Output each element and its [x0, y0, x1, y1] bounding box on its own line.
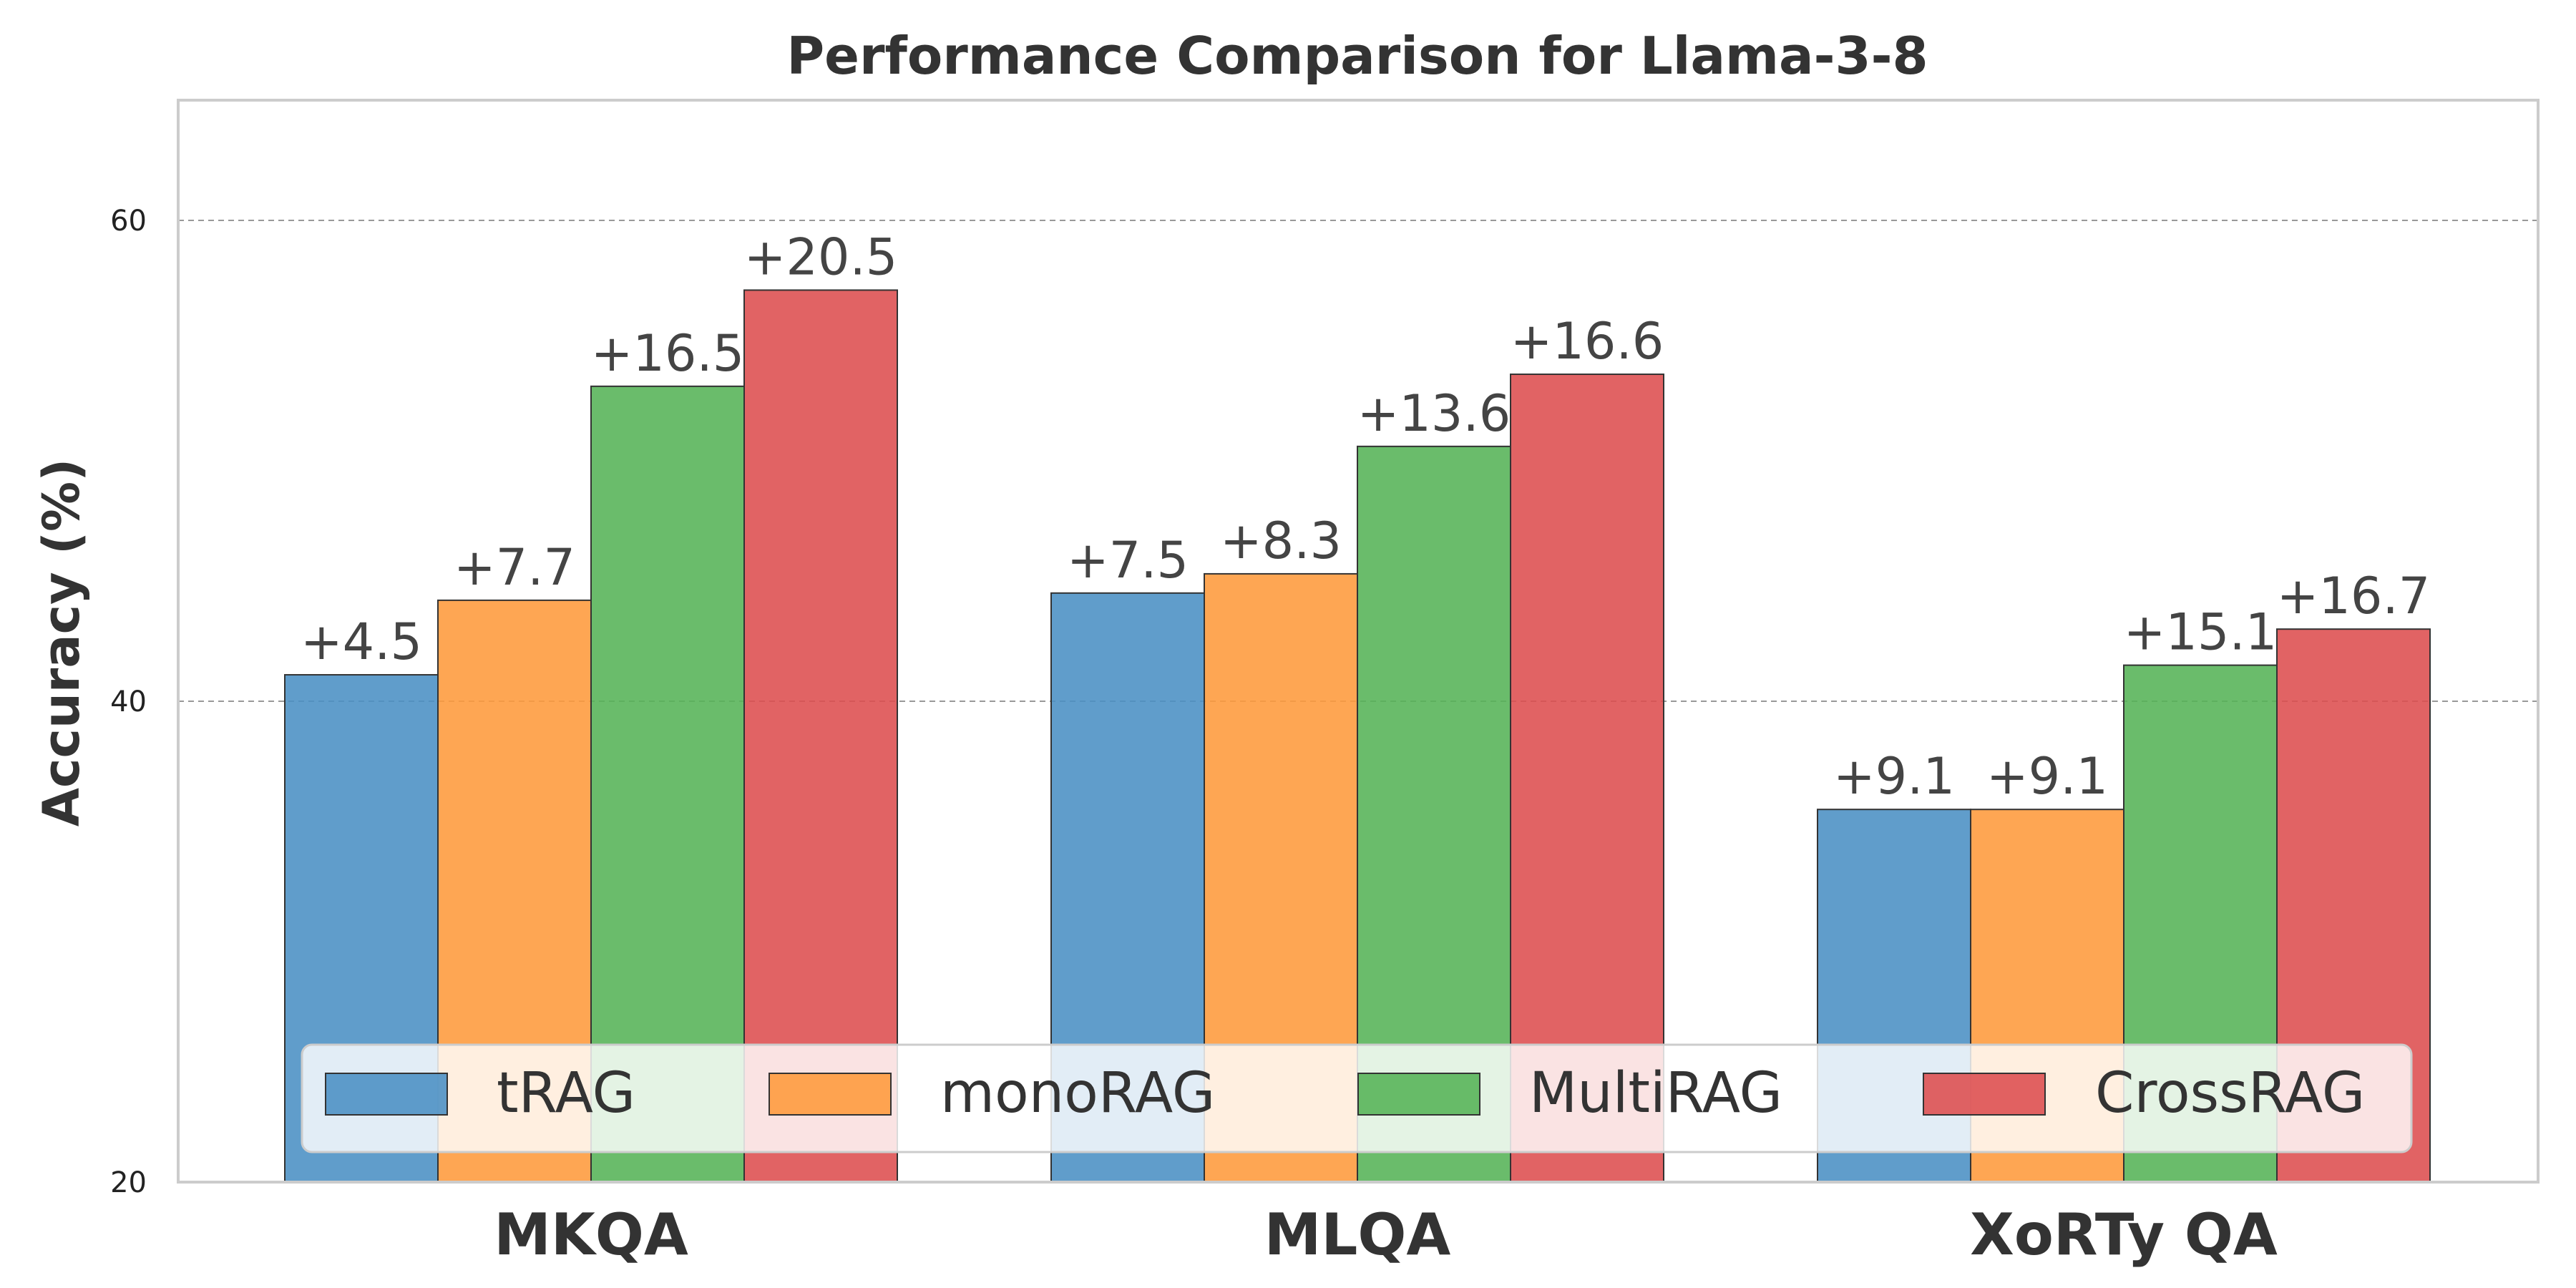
legend-label-monoRAG: monoRAG: [940, 1061, 1215, 1126]
x-tick-label: XoRTy QA: [1970, 1201, 2278, 1268]
chart-title: Performance Comparison for Llama-3-8: [786, 26, 1928, 86]
bar-delta-label: +9.1: [1833, 747, 1955, 806]
y-tick-label: 40: [110, 686, 147, 718]
x-tick-label: MLQA: [1264, 1201, 1451, 1268]
legend-swatch-CrossRAG: [1923, 1073, 2046, 1116]
bar-delta-label: +7.7: [454, 538, 575, 597]
legend-swatch-tRAG: [325, 1073, 448, 1116]
legend-label-CrossRAG: CrossRAG: [2095, 1061, 2365, 1126]
bar-delta-label: +15.1: [2124, 603, 2278, 662]
legend-swatch-MultiRAG: [1357, 1073, 1480, 1116]
x-tick-label: MKQA: [494, 1201, 688, 1268]
bar-delta-label: +4.5: [301, 613, 422, 671]
legend-box: [301, 1043, 2413, 1153]
bar-delta-label: +16.7: [2277, 567, 2431, 625]
bar-delta-label: +13.6: [1357, 384, 1511, 443]
bar-delta-label: +9.1: [1986, 747, 2108, 806]
bar-CrossRAG-MKQA: [743, 289, 898, 1184]
y-tick-label: 60: [110, 205, 147, 238]
y-axis-label: Accuracy (%): [32, 459, 91, 826]
bar-delta-label: +20.5: [744, 228, 898, 286]
plot-frame: [177, 99, 2540, 1184]
bar-delta-label: +16.6: [1511, 312, 1664, 371]
legend-label-tRAG: tRAG: [497, 1061, 635, 1126]
y-tick-label: 20: [110, 1166, 147, 1199]
bar-delta-label: +8.3: [1220, 512, 1342, 570]
bar-delta-label: +7.5: [1067, 531, 1189, 590]
legend-swatch-monoRAG: [769, 1073, 892, 1116]
bar-delta-label: +16.5: [591, 324, 745, 383]
legend-label-MultiRAG: MultiRAG: [1529, 1061, 1782, 1126]
